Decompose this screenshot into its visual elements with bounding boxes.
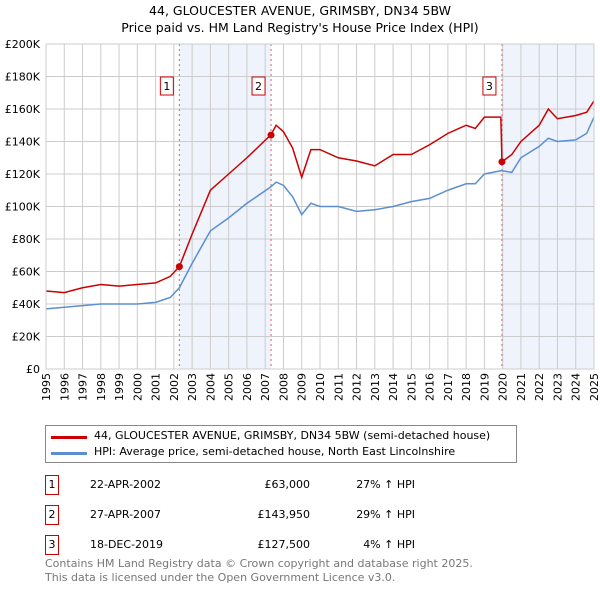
x-tick-label: 2017: [442, 373, 455, 401]
sale-hpi: 27% ↑ HPI: [356, 478, 415, 491]
y-tick-label: £200K: [5, 38, 41, 51]
x-tick-label: 2011: [332, 373, 345, 401]
sale-hpi: 29% ↑ HPI: [356, 508, 415, 521]
sale-marker: 3: [45, 535, 59, 555]
y-tick-label: £140K: [5, 136, 41, 149]
x-tick-label: 1995: [40, 373, 53, 401]
y-tick-label: £40K: [12, 298, 41, 311]
x-tick-label: 2015: [405, 373, 418, 401]
x-tick-label: 1998: [95, 373, 108, 401]
chart-title: 44, GLOUCESTER AVENUE, GRIMSBY, DN34 5BW: [149, 3, 451, 18]
x-tick-label: 2014: [387, 373, 400, 401]
sale-point: [267, 131, 275, 139]
x-tick-label: 2021: [515, 373, 528, 401]
sale-marker: 1: [45, 475, 59, 495]
x-tick-label: 2025: [588, 373, 600, 401]
x-tick-label: 1999: [113, 373, 126, 401]
sale-price: £127,500: [257, 538, 311, 551]
x-tick-label: 2006: [241, 373, 254, 401]
legend-blue-swatch: [51, 452, 87, 455]
sale-row: 2 27-APR-2007 £143,950 29% ↑ HPI: [45, 505, 445, 525]
chart-subtitle: Price paid vs. HM Land Registry's House …: [121, 20, 478, 35]
x-tick-label: 2008: [277, 373, 290, 401]
y-tick-label: £100K: [5, 201, 41, 214]
y-tick-label: £160K: [5, 103, 41, 116]
price-chart: 44, GLOUCESTER AVENUE, GRIMSBY, DN34 5BW…: [5, 3, 600, 401]
plot-frame: [45, 43, 595, 370]
y-tick-label: £120K: [5, 168, 41, 181]
legend-hpi: HPI: Average price, semi-detached house,…: [94, 445, 456, 458]
legend-red-swatch: [51, 436, 87, 439]
x-tick-label: 2016: [424, 373, 437, 401]
y-tick-label: £0: [26, 363, 40, 376]
x-tick-label: 2007: [259, 373, 272, 401]
y-tick-label: £20K: [12, 331, 41, 344]
x-tick-label: 2000: [131, 373, 144, 401]
x-tick-label: 2018: [460, 373, 473, 401]
x-tick-label: 2009: [296, 373, 309, 401]
x-tick-label: 2005: [223, 373, 236, 401]
x-tick-label: 2012: [351, 373, 364, 401]
sale-hpi: 4% ↑ HPI: [363, 538, 415, 551]
sale-row: 3 18-DEC-2019 £127,500 4% ↑ HPI: [45, 535, 445, 555]
sale-label: 2: [255, 80, 262, 93]
x-tick-label: 2024: [570, 373, 583, 401]
legend-property: 44, GLOUCESTER AVENUE, GRIMSBY, DN34 5BW…: [94, 429, 491, 442]
x-tick-label: 2022: [533, 373, 546, 401]
footer-line2: This data is licensed under the Open Gov…: [45, 571, 396, 584]
sale-label: 3: [486, 80, 493, 93]
x-tick-label: 2013: [369, 373, 382, 401]
y-tick-label: £80K: [12, 233, 41, 246]
sale-row: 1 22-APR-2002 £63,000 27% ↑ HPI: [45, 475, 445, 495]
y-tick-label: £60K: [12, 266, 41, 279]
x-tick-label: 2001: [150, 373, 163, 401]
property-line: [45, 100, 595, 294]
x-tick-label: 2020: [497, 373, 510, 401]
x-tick-label: 2002: [168, 373, 181, 401]
sale-price: £143,950: [257, 508, 311, 521]
hpi-line: [45, 116, 595, 310]
sale-point: [175, 263, 183, 271]
sale-date: 18-DEC-2019: [90, 538, 164, 551]
sale-price: £63,000: [264, 478, 311, 491]
x-tick-label: 2003: [186, 373, 199, 401]
sale-date: 27-APR-2007: [90, 508, 162, 521]
footer: Contains HM Land Registry data © Crown c…: [45, 557, 473, 585]
x-tick-label: 2010: [314, 373, 327, 401]
sale-date: 22-APR-2002: [90, 478, 162, 491]
x-tick-label: 2023: [551, 373, 564, 401]
x-tick-label: 2019: [478, 373, 491, 401]
footer-line1: Contains HM Land Registry data © Crown c…: [45, 557, 473, 570]
y-tick-label: £180K: [5, 71, 41, 84]
sale-point: [498, 158, 506, 166]
sale-label-box: [159, 76, 174, 96]
x-tick-label: 2004: [204, 373, 217, 401]
x-tick-label: 1996: [58, 373, 71, 401]
legend: 44, GLOUCESTER AVENUE, GRIMSBY, DN34 5BW…: [45, 425, 517, 463]
x-tick-label: 1997: [77, 373, 90, 401]
sale-label: 1: [163, 80, 170, 93]
sale-label-box: [482, 76, 497, 96]
sale-label-box: [251, 76, 266, 96]
sale-marker: 2: [45, 505, 59, 525]
